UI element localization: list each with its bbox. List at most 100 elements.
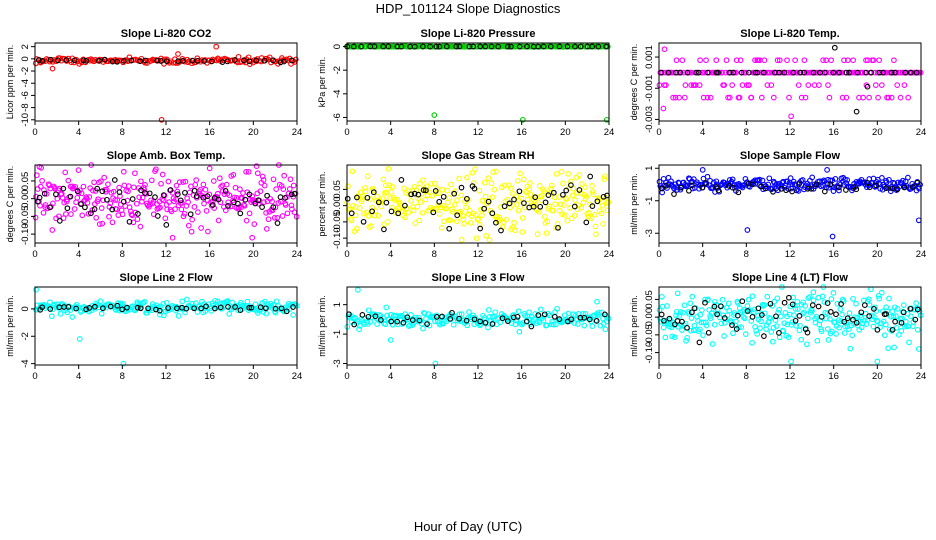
data-point xyxy=(704,69,711,76)
data-point xyxy=(499,315,506,322)
data-point xyxy=(414,203,421,210)
data-point xyxy=(709,341,716,347)
data-point xyxy=(805,82,812,88)
outlier-point xyxy=(744,227,751,233)
data-point xyxy=(290,312,297,318)
data-point xyxy=(348,210,355,217)
data-point xyxy=(174,305,180,312)
data-point xyxy=(58,191,65,197)
data-point xyxy=(360,218,367,225)
data-point xyxy=(592,223,599,230)
data-point xyxy=(579,181,585,187)
data-point xyxy=(237,307,244,313)
data-point xyxy=(503,216,509,223)
data-point xyxy=(808,185,815,192)
data-point xyxy=(703,322,710,329)
data-point xyxy=(179,58,186,64)
data-point xyxy=(194,309,201,315)
data-point xyxy=(776,57,783,64)
data-point xyxy=(63,211,69,217)
data-point xyxy=(674,308,680,315)
data-point xyxy=(512,321,519,328)
data-point xyxy=(142,182,148,188)
data-point xyxy=(89,187,96,194)
data-point xyxy=(236,204,242,211)
data-point xyxy=(690,176,697,182)
data-point xyxy=(71,206,78,212)
x-tick-label: 8 xyxy=(744,127,749,138)
data-point xyxy=(420,177,426,184)
data-point xyxy=(408,198,414,204)
data-point xyxy=(726,94,733,101)
data-point xyxy=(795,306,801,312)
data-point xyxy=(372,208,379,214)
data-point xyxy=(819,293,826,300)
data-point xyxy=(742,331,749,337)
x-tick-label: 16 xyxy=(516,371,527,382)
data-point xyxy=(423,187,429,194)
data-point xyxy=(458,311,465,317)
data-point xyxy=(844,57,851,64)
data-point xyxy=(466,309,472,315)
data-points xyxy=(344,166,612,243)
data-point xyxy=(92,303,98,310)
data-point xyxy=(741,315,748,322)
data-point xyxy=(810,69,817,76)
data-point xyxy=(847,345,854,352)
data-point xyxy=(200,181,207,188)
data-point xyxy=(906,339,912,346)
panel-title: Slope Line 4 (LT) Flow xyxy=(732,272,848,284)
data-point xyxy=(163,299,170,306)
y-axis-label: Licor ppm per min. xyxy=(5,45,15,120)
data-point xyxy=(530,203,537,210)
data-point xyxy=(232,57,238,63)
x-tick-label: 0 xyxy=(32,371,37,382)
data-point xyxy=(833,331,839,337)
y-tick-label: -0.003 xyxy=(644,106,655,133)
data-point xyxy=(388,208,395,215)
data-point xyxy=(100,197,106,204)
data-point xyxy=(866,313,873,319)
data-point xyxy=(230,171,237,178)
data-point xyxy=(47,299,53,306)
data-point xyxy=(758,94,765,101)
data-point xyxy=(853,186,860,193)
data-point xyxy=(430,209,437,216)
data-point xyxy=(272,309,279,316)
data-point xyxy=(913,69,920,76)
data-point xyxy=(699,307,705,313)
data-point xyxy=(367,196,374,202)
data-point xyxy=(386,182,393,189)
data-point xyxy=(152,194,158,200)
data-point xyxy=(182,178,189,185)
chart-panel: Slope Line 2 Flow 0 4 8 12 16 20 24 0 -2 -4 ml/min … xyxy=(5,272,302,382)
outlier-point xyxy=(829,233,836,240)
data-point xyxy=(886,176,892,183)
data-point xyxy=(870,323,877,330)
data-point xyxy=(733,318,739,325)
data-point xyxy=(198,305,205,312)
x-tick-label: 0 xyxy=(32,127,37,138)
data-point xyxy=(759,312,765,318)
data-point xyxy=(713,178,720,185)
data-point xyxy=(136,194,143,201)
data-point xyxy=(88,210,94,217)
data-point xyxy=(544,218,551,225)
data-point xyxy=(350,43,357,50)
data-point xyxy=(86,194,93,200)
data-point xyxy=(581,322,588,329)
data-point xyxy=(816,82,822,88)
data-point xyxy=(901,184,908,191)
data-point xyxy=(162,215,169,222)
data-point xyxy=(537,203,544,210)
data-point xyxy=(153,166,159,173)
data-point xyxy=(191,305,197,312)
data-point xyxy=(498,204,504,210)
data-point xyxy=(114,58,120,65)
data-point xyxy=(914,179,921,186)
data-point xyxy=(94,185,101,192)
data-point xyxy=(875,292,882,299)
data-point xyxy=(749,314,756,320)
outlier-point xyxy=(175,51,181,57)
data-point xyxy=(822,69,828,76)
